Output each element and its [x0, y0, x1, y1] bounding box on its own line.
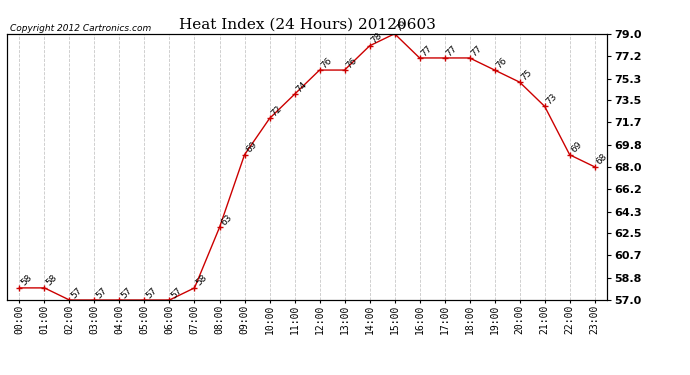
Text: 77: 77	[420, 44, 434, 58]
Text: 69: 69	[570, 140, 584, 155]
Text: 77: 77	[444, 44, 459, 58]
Text: 58: 58	[195, 273, 209, 288]
Text: 77: 77	[470, 44, 484, 58]
Text: 57: 57	[170, 285, 184, 300]
Text: 76: 76	[344, 56, 359, 70]
Title: Heat Index (24 Hours) 20120603: Heat Index (24 Hours) 20120603	[179, 17, 435, 31]
Text: 75: 75	[520, 68, 534, 82]
Text: 74: 74	[295, 80, 309, 94]
Text: 57: 57	[95, 285, 109, 300]
Text: Copyright 2012 Cartronics.com: Copyright 2012 Cartronics.com	[10, 24, 151, 33]
Text: 79: 79	[395, 19, 409, 34]
Text: 78: 78	[370, 32, 384, 46]
Text: 72: 72	[270, 104, 284, 118]
Text: 58: 58	[19, 273, 34, 288]
Text: 58: 58	[44, 273, 59, 288]
Text: 57: 57	[70, 285, 84, 300]
Text: 76: 76	[319, 56, 334, 70]
Text: 63: 63	[219, 213, 234, 227]
Text: 76: 76	[495, 56, 509, 70]
Text: 69: 69	[244, 140, 259, 155]
Text: 68: 68	[595, 152, 609, 167]
Text: 73: 73	[544, 92, 559, 106]
Text: 57: 57	[144, 285, 159, 300]
Text: 57: 57	[119, 285, 134, 300]
